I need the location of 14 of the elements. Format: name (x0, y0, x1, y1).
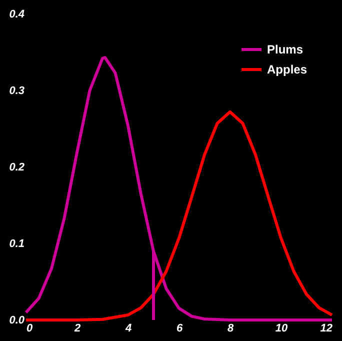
y-tick-label: 0.2 (9, 162, 24, 174)
x-tick-label: 0 (26, 322, 34, 334)
y-tick-label: 0.0 (9, 314, 26, 326)
y-tick-label: 0.4 (9, 8, 24, 20)
x-tick-label: 12 (320, 322, 332, 334)
x-tick-label: 2 (73, 322, 81, 334)
legend-label: Apples (267, 62, 308, 76)
x-tick-label: 6 (176, 322, 184, 334)
x-tick-label: 8 (227, 322, 234, 334)
x-tick-label: 10 (275, 322, 288, 334)
y-tick-label: 0.3 (9, 85, 24, 97)
x-tick-label: 4 (124, 322, 132, 334)
y-tick-label: 0.1 (9, 238, 24, 250)
legend-label: Plums (267, 42, 304, 56)
